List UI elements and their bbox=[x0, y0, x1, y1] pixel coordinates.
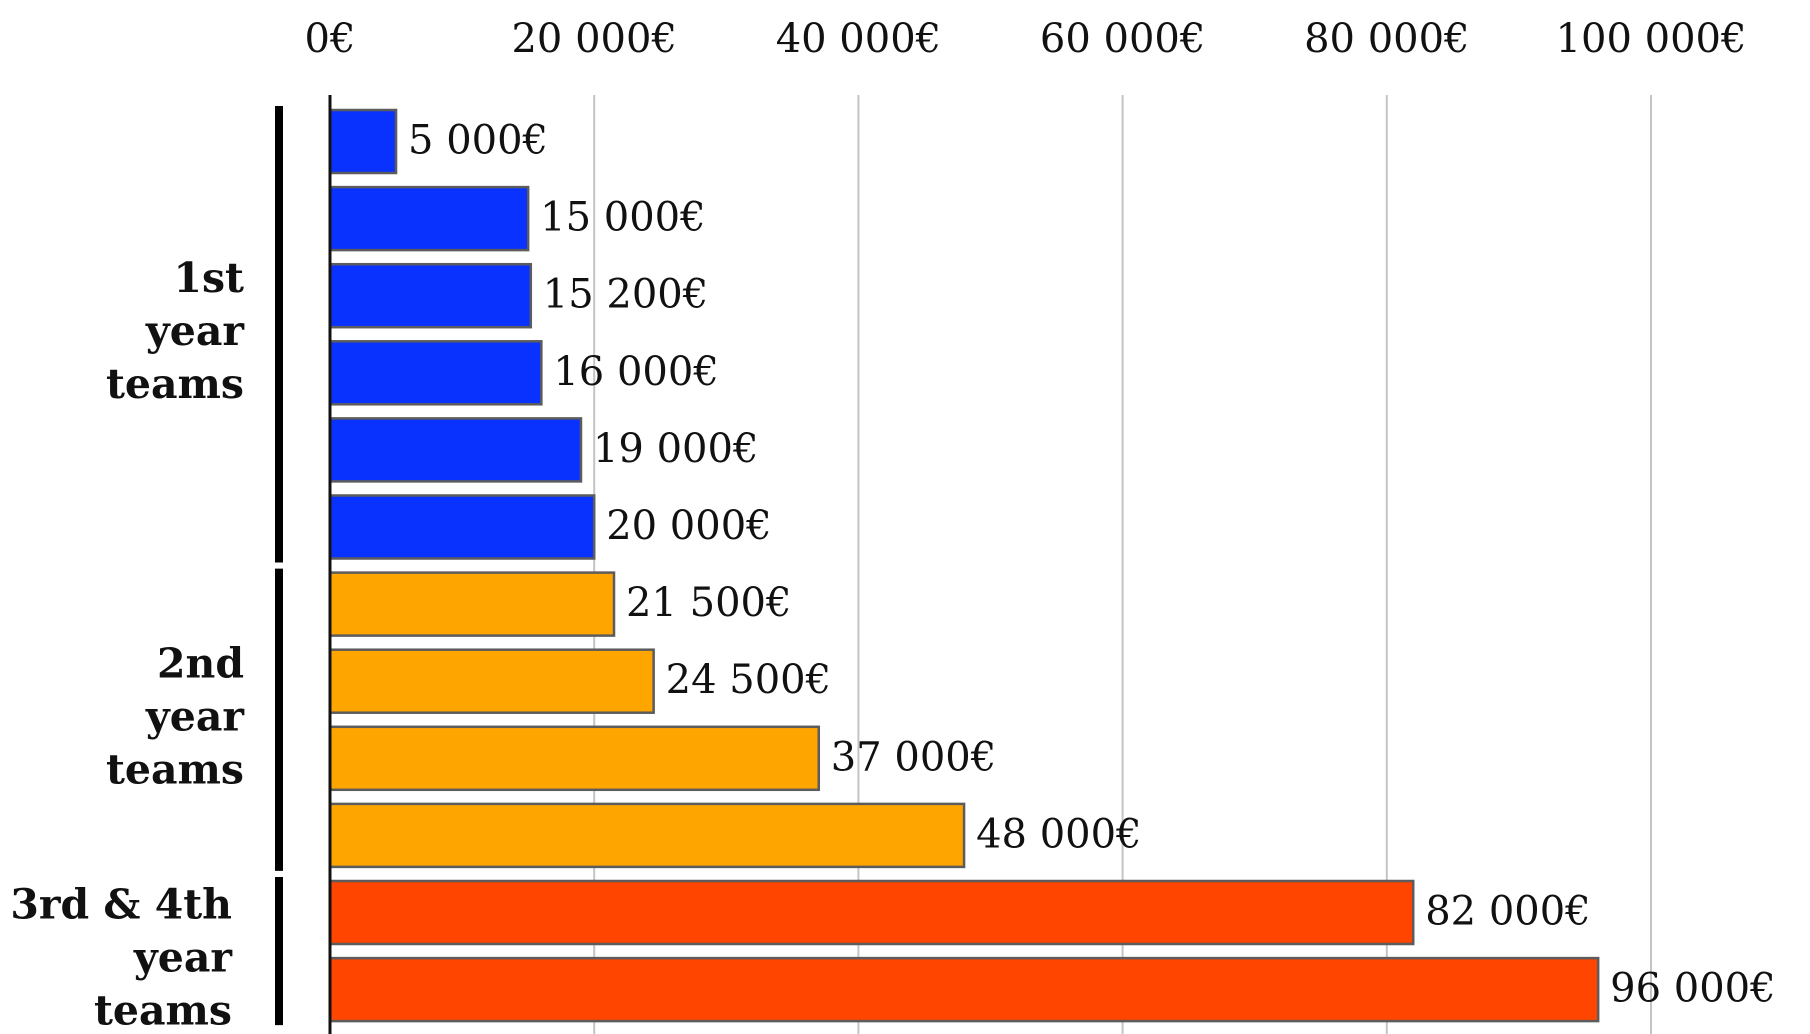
value-labels: 5 000€ 15 000€ 15 200€ 16 000€ 19 000€ 20 000… bbox=[408, 118, 1776, 1012]
gridlines bbox=[593, 95, 1652, 1034]
group-labels: 1st year teams 2nd year teams 3rd & 4th year tea… bbox=[10, 106, 283, 1034]
bar-value-label: 16 000€ bbox=[553, 349, 718, 395]
bar bbox=[328, 571, 616, 637]
bar-value-label: 48 000€ bbox=[976, 811, 1141, 857]
bar-value-label: 15 000€ bbox=[540, 195, 705, 241]
bar bbox=[328, 494, 596, 560]
bar bbox=[328, 648, 655, 714]
x-tick-label: 20 000€ bbox=[511, 16, 676, 62]
bar bbox=[328, 262, 533, 329]
bar-value-label: 24 500€ bbox=[666, 657, 831, 703]
bar bbox=[328, 802, 966, 869]
bar bbox=[328, 417, 583, 483]
group-label-line: year bbox=[145, 692, 245, 740]
x-axis-tick-labels: 0€ 20 000€ 40 000€ 60 000€ 80 000€ 100 000€ bbox=[305, 16, 1747, 62]
group-label-line: 3rd & 4th bbox=[10, 881, 232, 929]
bar-value-label: 21 500€ bbox=[626, 580, 791, 626]
group-label-line: year bbox=[145, 307, 245, 355]
bar-value-label: 96 000€ bbox=[1610, 966, 1775, 1012]
group-label-line: 2nd bbox=[157, 639, 244, 687]
bar-value-label: 19 000€ bbox=[593, 426, 758, 472]
bar bbox=[328, 725, 821, 792]
group-label-line: teams bbox=[106, 360, 244, 408]
bar bbox=[328, 185, 530, 252]
bar-value-label: 37 000€ bbox=[831, 734, 996, 780]
bar-value-label: 20 000€ bbox=[606, 503, 771, 549]
x-tick-label: 80 000€ bbox=[1304, 16, 1469, 62]
x-tick-label: 40 000€ bbox=[776, 16, 941, 62]
bar bbox=[328, 956, 1600, 1023]
bar bbox=[328, 340, 543, 406]
bar-value-label: 15 200€ bbox=[543, 272, 708, 318]
bar-value-label: 82 000€ bbox=[1425, 889, 1590, 935]
group-label-line: year bbox=[133, 934, 233, 982]
bars bbox=[328, 108, 1600, 1023]
x-tick-label: 60 000€ bbox=[1040, 16, 1205, 62]
x-tick-label: 100 000€ bbox=[1556, 16, 1747, 62]
bar bbox=[328, 879, 1415, 946]
bar bbox=[328, 108, 398, 175]
group-label-line: 1st bbox=[173, 254, 244, 302]
group-label-line: teams bbox=[106, 745, 244, 793]
bar-value-label: 5 000€ bbox=[408, 118, 548, 164]
x-tick-label: 0€ bbox=[305, 16, 356, 62]
group-label-line: teams bbox=[94, 987, 232, 1034]
